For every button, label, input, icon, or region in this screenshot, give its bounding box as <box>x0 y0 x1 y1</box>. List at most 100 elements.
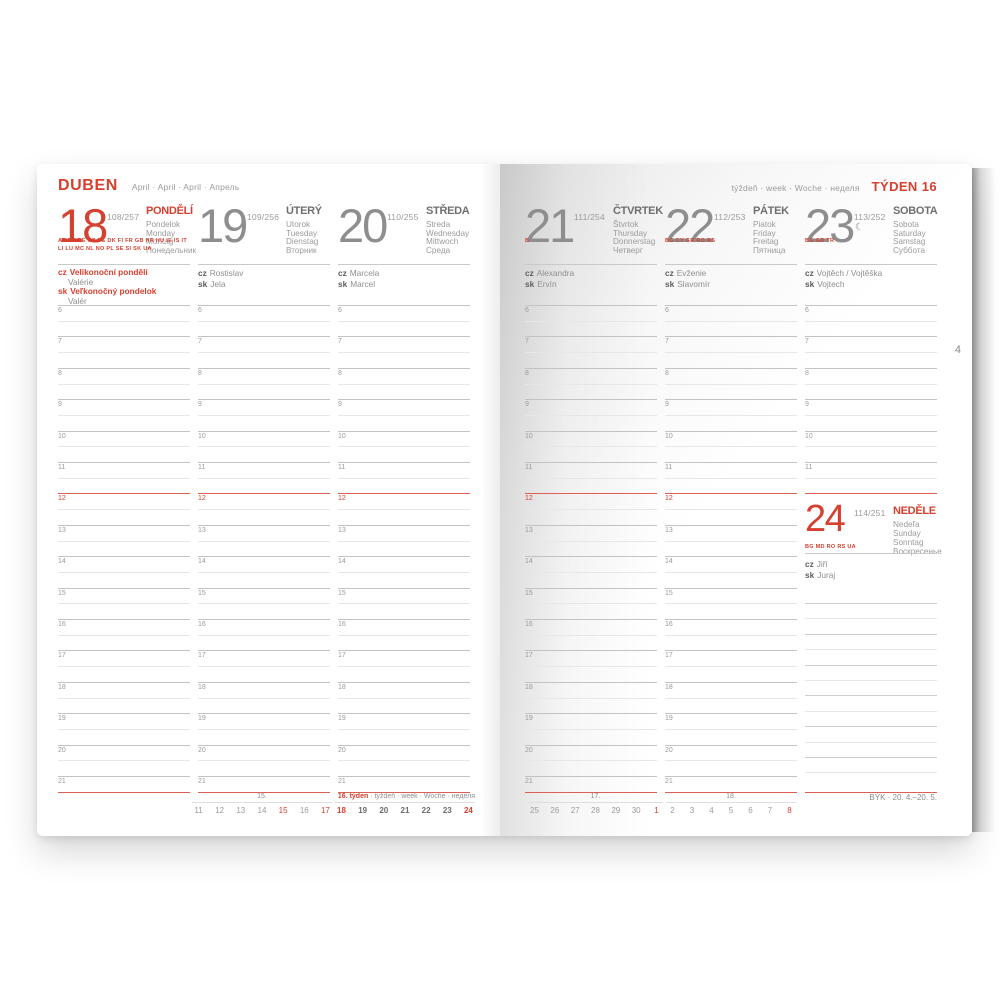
hour-label: 21 <box>665 778 673 785</box>
country-prefix: cz <box>665 268 674 278</box>
half-hour-line <box>198 571 330 573</box>
half-hour-line <box>58 509 190 511</box>
week-strip-day-number: 28 <box>591 806 600 815</box>
half-hour-line <box>665 571 797 573</box>
hour-line <box>525 430 657 432</box>
holiday-country-codes: B <box>525 238 530 244</box>
half-hour-line <box>525 603 657 605</box>
hour-line <box>338 556 470 558</box>
day-name-translation: Tuesday <box>286 228 318 238</box>
country-prefix: sk <box>338 279 348 289</box>
hour-label: 12 <box>665 495 673 503</box>
hour-label: 18 <box>58 683 66 691</box>
day-name-translation: Sobota <box>893 220 919 229</box>
hour-label: 12 <box>525 495 533 503</box>
day-name: NEDĚLE <box>893 505 936 518</box>
nameday-line: cz Marcela <box>338 268 380 278</box>
hour-label: 7 <box>665 338 669 346</box>
hour-label: 19 <box>58 715 66 723</box>
hour-label: 16 <box>525 621 533 628</box>
day-name-translation: Четверг <box>613 246 643 256</box>
day-of-year: 112/253 <box>714 212 746 222</box>
week-strip-day-number: 23 <box>442 806 452 815</box>
half-hour-line <box>338 728 470 730</box>
hour-line <box>525 619 657 620</box>
half-hour-line <box>198 414 330 416</box>
half-hour-line <box>198 509 330 511</box>
month-title: DUBEN <box>58 177 118 194</box>
half-hour-line <box>58 414 190 416</box>
hour-label: 10 <box>525 432 533 440</box>
day-name-translation: Pondelok <box>146 220 181 229</box>
day-name-translation: Суббота <box>893 246 926 256</box>
hour-line <box>525 556 657 558</box>
column-bottom-line <box>338 791 470 793</box>
hour-line <box>338 713 470 715</box>
hour-label: 10 <box>198 432 206 440</box>
hour-label: 20 <box>525 746 533 754</box>
hour-line <box>338 776 470 777</box>
hour-label: 20 <box>198 746 206 754</box>
hour-label: 21 <box>525 778 533 785</box>
day-name: STŘEDA <box>426 205 470 217</box>
hour-line <box>665 430 797 432</box>
hour-label: 15 <box>665 589 673 597</box>
half-hour-line <box>338 320 470 322</box>
day-name-translation: Utorok <box>286 220 311 229</box>
hour-line <box>198 524 330 526</box>
hour-label: 21 <box>198 778 206 785</box>
day-name-translation: Sunday <box>893 529 921 539</box>
hour-line <box>525 305 657 306</box>
week-strip-day-number: 25 <box>530 806 539 815</box>
week-strip-numbers: 18 19 20 21 22 23 24 <box>335 806 475 815</box>
hour-label: 13 <box>665 526 673 534</box>
half-hour-line <box>58 571 190 573</box>
hour-line <box>58 619 190 620</box>
week-strip-day-number: 16 <box>299 806 309 815</box>
week-strip-day-number: 6 <box>748 806 753 815</box>
day-name-translation: Wednesday <box>426 228 470 238</box>
day-name-translation: Saturday <box>893 228 926 238</box>
hour-label: 6 <box>338 307 342 314</box>
day-name-translation: Вторник <box>286 246 317 256</box>
hour-label: 7 <box>198 338 202 346</box>
hour-line <box>805 462 937 463</box>
hour-line <box>665 462 797 463</box>
day-header-rule <box>525 264 657 265</box>
column-bottom-line <box>665 791 797 793</box>
day-name-translation: Freitag <box>753 237 779 247</box>
week-strip-label-part: 17. <box>590 793 601 800</box>
half-hour-line <box>198 540 330 542</box>
zodiac-label: BÝK · 20. 4.–20. 5. <box>869 793 937 802</box>
hour-label: 14 <box>338 558 346 566</box>
hour-line <box>338 650 470 652</box>
hour-label: 19 <box>198 715 206 723</box>
sunday-header-rule <box>805 553 937 555</box>
hour-label: 18 <box>665 683 673 691</box>
note-line <box>805 757 937 758</box>
hour-line <box>525 681 657 683</box>
hour-line <box>198 650 330 652</box>
hour-label: 12 <box>58 495 66 503</box>
day-of-year: 113/252 <box>854 212 886 222</box>
half-hour-line <box>338 634 470 636</box>
day-name-translation: Понедельник <box>146 246 197 256</box>
day-column-21: 21 111/254 ČTVRTEK Štvrtok Thursday Donnersta… <box>525 164 663 836</box>
nameday-line: Valér <box>68 295 87 306</box>
week-strip-label: 16. týden · týždeň · week · Woche · неде… <box>335 793 475 800</box>
week-strip-day-number: 21 <box>400 806 410 815</box>
hour-line <box>665 399 797 401</box>
hour-label: 9 <box>338 401 342 409</box>
hour-line <box>805 399 937 401</box>
day-number: 23 <box>805 199 855 252</box>
week-strip-day-number: 13 <box>236 806 246 815</box>
hour-line <box>525 524 657 526</box>
hour-label: 15 <box>525 589 533 597</box>
hour-label: 11 <box>805 464 813 471</box>
half-hour-line <box>525 728 657 730</box>
hour-label: 11 <box>198 464 206 471</box>
country-prefix: sk <box>805 279 815 289</box>
half-hour-line <box>338 383 470 385</box>
half-hour-line <box>58 697 190 699</box>
hour-label: 8 <box>58 369 62 377</box>
